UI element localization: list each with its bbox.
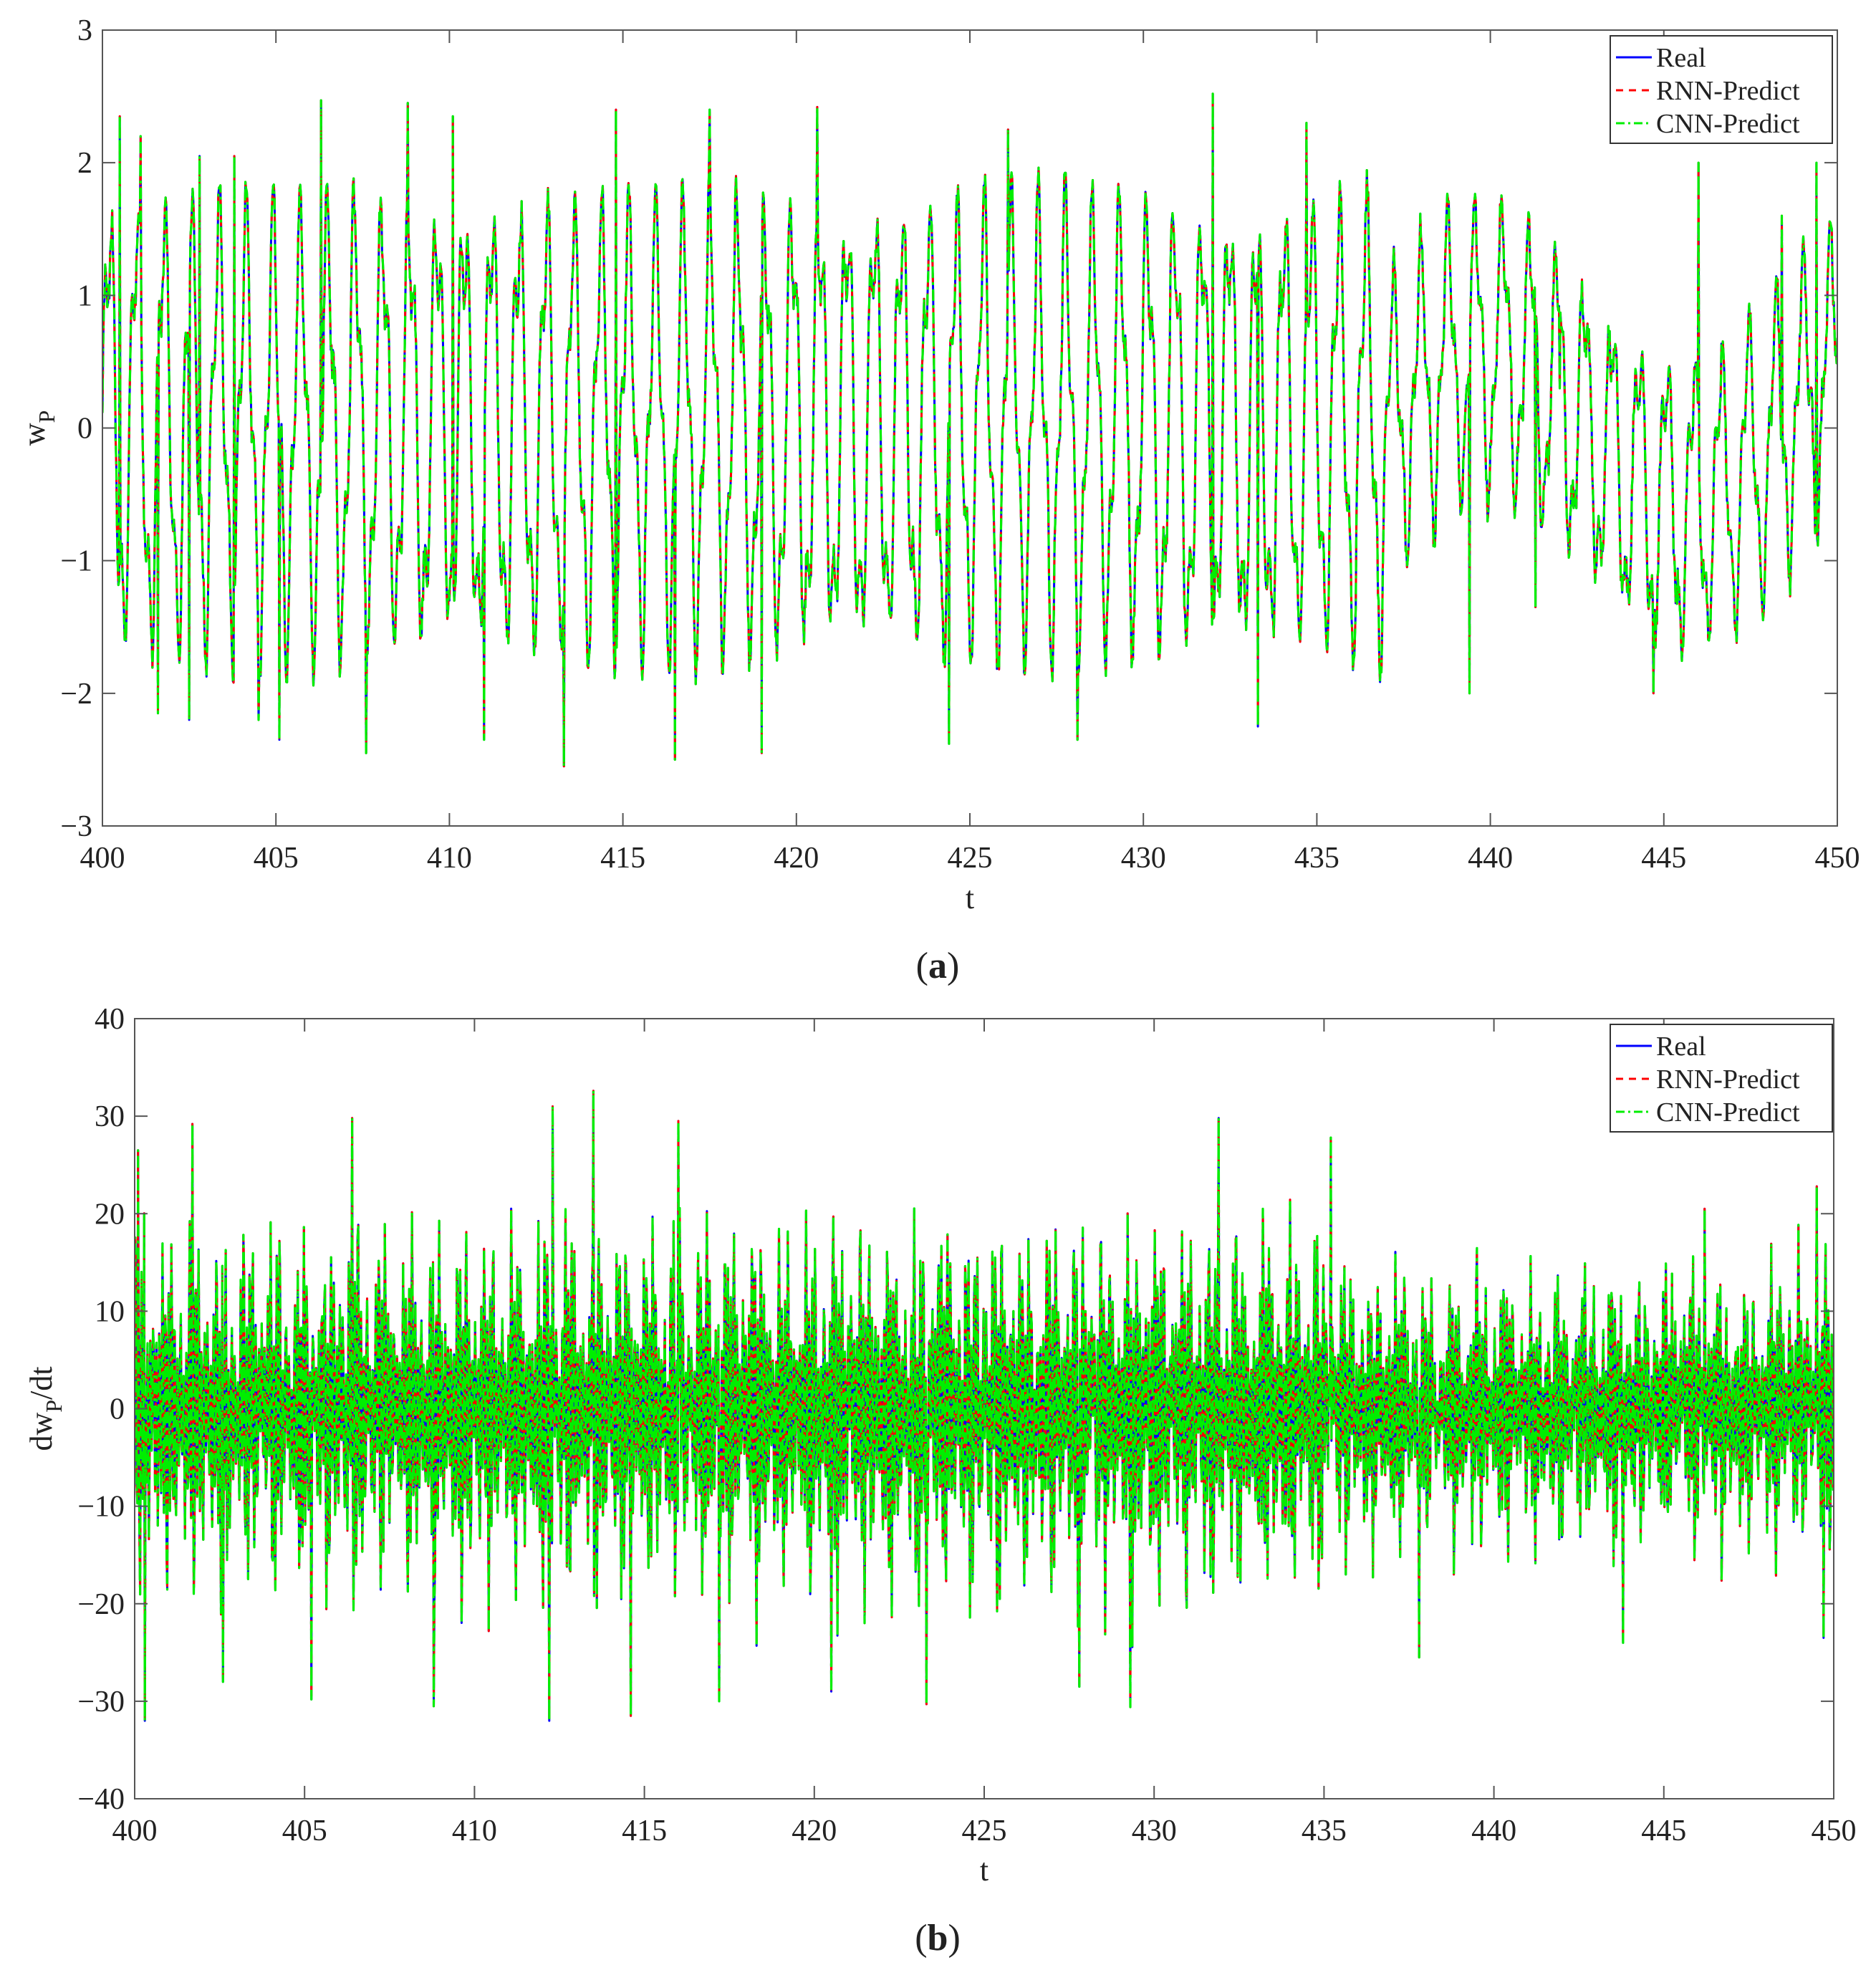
- x-tick-label: 450: [1812, 1815, 1857, 1847]
- panel-caption: (b): [915, 1918, 961, 1959]
- legend-label: RNN-Predict: [1656, 76, 1800, 106]
- x-tick-label: 435: [1302, 1815, 1347, 1847]
- x-axis-label: t: [966, 880, 974, 915]
- y-axis-label: dwP/dt: [24, 1366, 67, 1451]
- series-group: [102, 92, 1837, 768]
- y-tick-label: 2: [77, 147, 92, 180]
- y-tick-label: −40: [77, 1783, 125, 1816]
- x-tick-label: 420: [774, 842, 819, 875]
- y-tick-label: 30: [95, 1100, 125, 1133]
- legend-label: Real: [1656, 1032, 1706, 1062]
- y-tick-label: −10: [77, 1491, 125, 1524]
- x-tick-label: 430: [1121, 842, 1166, 875]
- x-tick-label: 440: [1468, 842, 1513, 875]
- y-tick-label: −1: [60, 545, 92, 578]
- y-tick-label: −3: [60, 810, 92, 843]
- x-tick-label: 425: [948, 842, 993, 875]
- legend-label: RNN-Predict: [1656, 1065, 1800, 1095]
- y-tick-label: 10: [95, 1295, 125, 1328]
- x-tick-label: 445: [1641, 1815, 1686, 1847]
- x-axis-label: t: [980, 1852, 988, 1888]
- series-group: [135, 1090, 1834, 1722]
- series-line-cnn: [135, 1090, 1834, 1722]
- y-tick-label: 40: [95, 1003, 125, 1036]
- panel-b: 400 405 410 415 420 425 430 435 440 445 450−40−30−…: [24, 1003, 1857, 1959]
- x-tick-label: 450: [1815, 842, 1860, 875]
- y-tick-label: −20: [77, 1588, 125, 1621]
- y-tick-label: 20: [95, 1198, 125, 1231]
- y-tick-label: 1: [77, 279, 92, 312]
- x-tick-label: 400: [112, 1815, 158, 1847]
- panel-a: 400 405 410 415 420 425 430 435 440 445 450 −3 −2 −1 0…: [16, 14, 1860, 986]
- x-tick-label: 425: [962, 1815, 1007, 1847]
- y-tick-label: −2: [60, 678, 92, 711]
- x-tick-label: 420: [792, 1815, 837, 1847]
- x-tick-label: 435: [1294, 842, 1339, 875]
- x-tick-label: 445: [1641, 842, 1686, 875]
- legend-label: Real: [1656, 43, 1706, 73]
- x-tick-label: 400: [80, 842, 125, 875]
- x-tick-label: 415: [600, 842, 645, 875]
- panel-caption: (a): [916, 946, 960, 986]
- x-tick-label: 405: [282, 1815, 327, 1847]
- legend-label: CNN-Predict: [1656, 109, 1800, 139]
- legend-label: CNN-Predict: [1656, 1097, 1800, 1128]
- y-tick-label: 3: [77, 14, 92, 47]
- x-tick-label: 410: [452, 1815, 497, 1847]
- x-tick-label: 430: [1132, 1815, 1177, 1847]
- y-axis-label: wP: [16, 410, 59, 446]
- series-line-cnn: [102, 92, 1837, 768]
- x-tick-label: 405: [254, 842, 299, 875]
- plot-area-frame: [102, 29, 1838, 827]
- y-tick-label: 0: [77, 413, 92, 446]
- x-tick-label: 410: [427, 842, 472, 875]
- y-tick-label: −30: [77, 1686, 125, 1719]
- y-tick-label: 0: [110, 1393, 125, 1426]
- x-tick-label: 440: [1471, 1815, 1516, 1847]
- x-tick-label: 415: [622, 1815, 667, 1847]
